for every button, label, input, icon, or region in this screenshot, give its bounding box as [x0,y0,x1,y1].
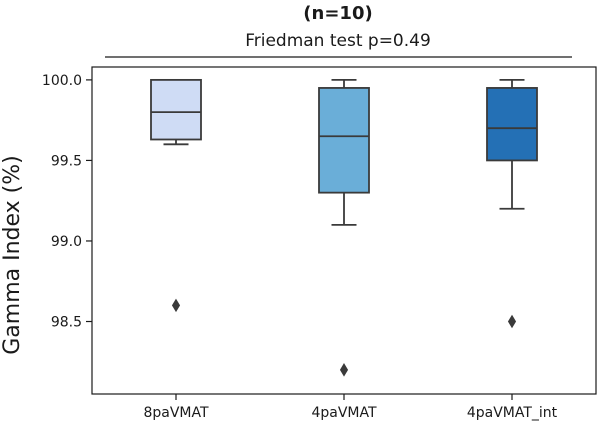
box-series [150,78,538,377]
outlier-point [507,314,517,329]
x-tick-label: 4paVMAT_int [467,405,558,421]
chart-subtitle: Friedman test p=0.49 [245,31,431,51]
x-tick-label: 4paVMAT [311,405,377,421]
y-tick-label: 99.5 [51,153,82,169]
chart-title: (n=10) [303,3,372,24]
x-tick-label: 8paVMAT [143,405,209,421]
y-tick-label: 100.0 [42,73,82,89]
interquartile-box [150,78,202,141]
axis-ticks: 100.0 99.5 99.0 98.5 8paVMAT 4paVMAT 4paVMAT_i… [42,73,558,421]
y-tick-label: 99.0 [51,234,82,250]
y-tick-label: 98.5 [51,315,82,331]
y-axis-label: Gamma Index (%) [0,155,25,355]
outlier-point [339,363,349,377]
outlier-point [171,298,181,313]
box-group [150,78,202,313]
interquartile-box [318,87,370,194]
interquartile-box [486,87,538,162]
box-group [318,78,370,377]
box-group [486,78,538,329]
